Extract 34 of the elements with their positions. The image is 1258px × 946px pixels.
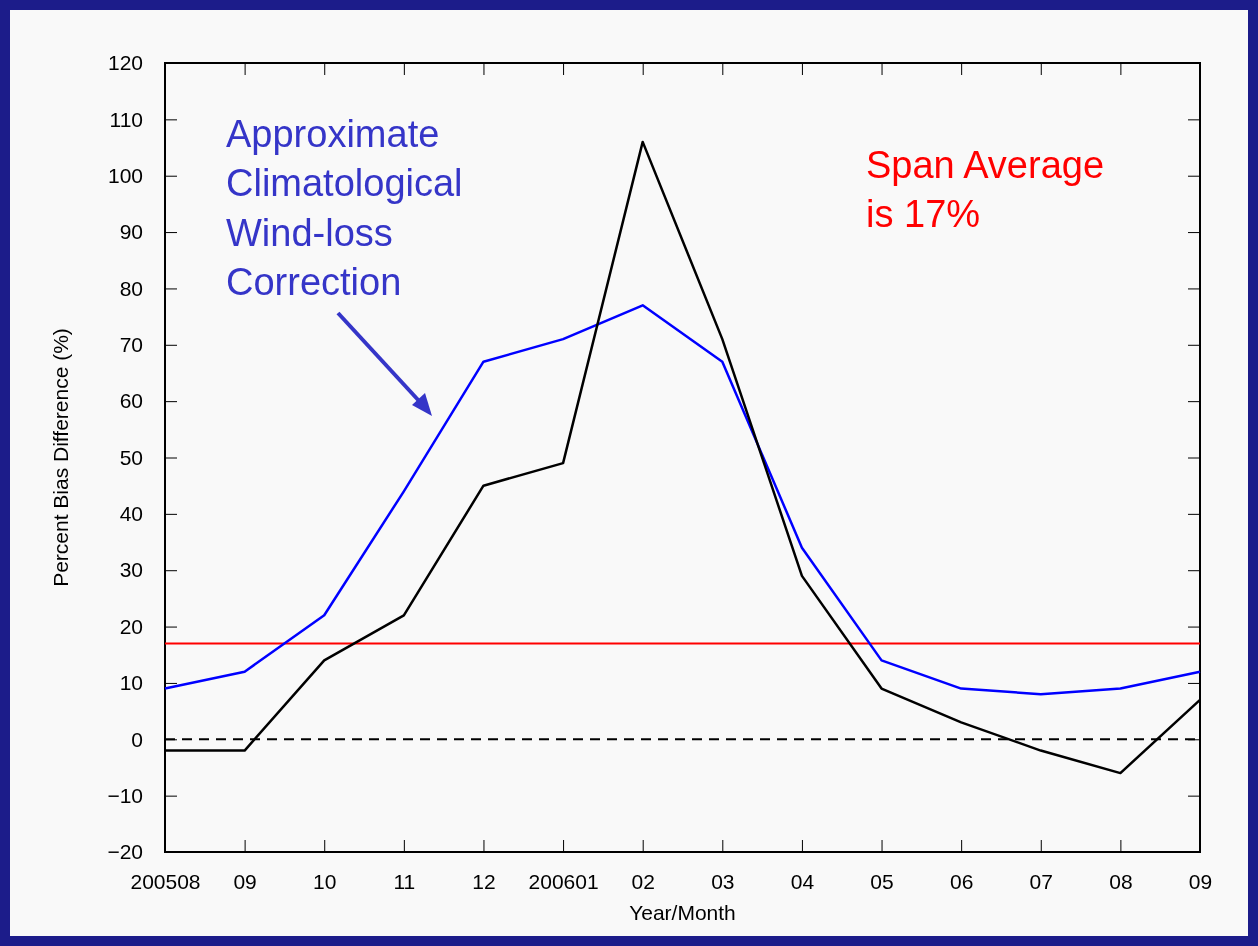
x-tick-label: 200601 xyxy=(528,869,599,893)
x-tick-label: 07 xyxy=(1029,869,1053,893)
y-tick-label: 60 xyxy=(119,389,143,413)
y-tick-label: −10 xyxy=(107,783,143,807)
y-tick-label: 20 xyxy=(119,614,143,638)
x-tick-label: 11 xyxy=(393,869,416,893)
ref-line-label: Span Average is 17% xyxy=(866,144,1105,236)
y-tick-label: 90 xyxy=(119,220,143,244)
y-tick-label: 110 xyxy=(109,107,143,131)
y-tick-label: 0 xyxy=(131,727,143,751)
y-tick-label: 100 xyxy=(107,163,143,187)
y-tick-label: 120 xyxy=(107,51,143,75)
x-tick-label: 04 xyxy=(790,869,815,893)
line-series xyxy=(163,304,1202,696)
x-tick-label: 200508 xyxy=(130,869,201,893)
y-tick-label: 80 xyxy=(119,276,143,300)
x-tick-label: 09 xyxy=(1188,869,1213,893)
x-tick-label: 12 xyxy=(472,869,496,893)
x-tick-label: 08 xyxy=(1109,869,1133,893)
x-tick-label: 03 xyxy=(711,869,735,893)
y-tick-label: 70 xyxy=(119,333,143,357)
y-tick-label: −20 xyxy=(107,840,143,864)
x-tick-label: 02 xyxy=(631,869,655,893)
y-tick-label: 50 xyxy=(119,445,143,469)
y-tick-label: 30 xyxy=(119,558,143,582)
x-tick-label: 06 xyxy=(949,869,974,893)
y-axis-title: Percent Bias Difference (%) xyxy=(49,328,72,587)
x-tick-label: 10 xyxy=(313,869,337,893)
x-tick-label: 09 xyxy=(233,869,257,893)
annotation: Approximate Climatological Wind-loss Correction xyxy=(226,113,463,304)
y-tick-label: 10 xyxy=(119,671,143,695)
x-tick-label: 05 xyxy=(870,869,894,893)
y-tick-label: 40 xyxy=(119,502,143,526)
x-axis-title: Year/Month xyxy=(629,901,736,924)
